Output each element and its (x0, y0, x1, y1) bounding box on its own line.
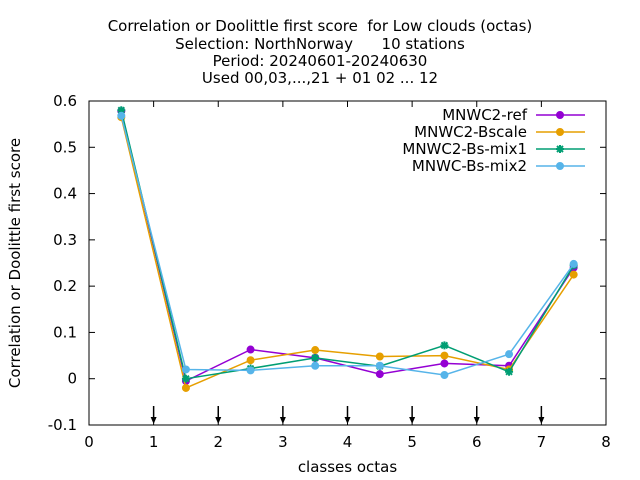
class-boundary-arrow-head (538, 417, 545, 424)
x-tick-label: 5 (407, 433, 417, 451)
x-tick-label: 1 (149, 433, 159, 451)
x-tick-label: 0 (84, 433, 94, 451)
chart-title-line-3: Period: 20240601-20240630 (212, 52, 428, 70)
data-point (569, 259, 578, 268)
data-point (375, 361, 384, 370)
class-boundary-arrow-head (473, 417, 480, 424)
class-boundary-arrow-head (409, 417, 416, 424)
plot-frame (88, 100, 607, 426)
legend-label: MNWC2-Bs-mix1 (402, 140, 527, 158)
x-tick-label: 6 (472, 433, 482, 451)
data-point (117, 106, 126, 115)
y-tick-label: -0.1 (48, 416, 77, 434)
class-boundary-arrow-head (215, 417, 222, 424)
y-axis-label: Correlation or Doolittle first score (6, 138, 24, 388)
x-tick-label: 7 (537, 433, 547, 451)
chart-title-line-2: Selection: NorthNorway 10 stations (175, 35, 465, 53)
y-tick-label: 0 (67, 370, 77, 388)
class-boundary-arrow-head (150, 417, 157, 424)
data-point (556, 162, 564, 170)
data-point (440, 351, 449, 360)
data-point (556, 111, 564, 119)
series-line-2 (120, 110, 575, 380)
chart-title-line-1: Correlation or Doolittle first score for… (107, 17, 533, 35)
data-point (556, 145, 564, 153)
data-point (311, 361, 320, 370)
x-tick-label: 8 (601, 433, 611, 451)
legend-label: MNWC2-ref (442, 106, 527, 124)
data-point (440, 341, 449, 350)
data-point (556, 128, 564, 136)
class-boundary-arrow-head (344, 417, 351, 424)
class-boundary-arrow-head (279, 417, 286, 424)
data-point (375, 352, 384, 361)
x-tick-label: 4 (343, 433, 353, 451)
data-point (569, 270, 578, 279)
legend-label: MNWC-Bs-mix2 (412, 157, 527, 175)
y-tick-label: 0.6 (53, 92, 77, 110)
data-point (311, 353, 320, 362)
data-point (246, 345, 255, 354)
y-tick-label: 0.3 (53, 231, 77, 249)
y-tick-label: 0.2 (53, 277, 77, 295)
x-tick-label: 2 (213, 433, 223, 451)
data-point (117, 111, 126, 120)
data-point (505, 367, 514, 376)
data-point (440, 359, 449, 368)
data-point (440, 371, 449, 380)
data-point (375, 370, 384, 379)
series-line-3 (120, 115, 575, 376)
x-axis-label: classes octas (298, 458, 398, 476)
data-point (181, 365, 190, 374)
data-point (181, 383, 190, 392)
chart-title-line-4: Used 00,03,...,21 + 01 02 ... 12 (201, 69, 439, 87)
y-tick-label: 0.5 (53, 138, 77, 156)
data-point (505, 350, 514, 359)
legend-label: MNWC2-Bscale (414, 123, 527, 141)
data-point (311, 346, 320, 355)
data-point (181, 374, 190, 383)
y-tick-label: 0.4 (53, 185, 77, 203)
y-tick-label: 0.1 (53, 323, 77, 341)
data-point (246, 356, 255, 365)
x-tick-label: 3 (278, 433, 288, 451)
data-point (246, 366, 255, 375)
